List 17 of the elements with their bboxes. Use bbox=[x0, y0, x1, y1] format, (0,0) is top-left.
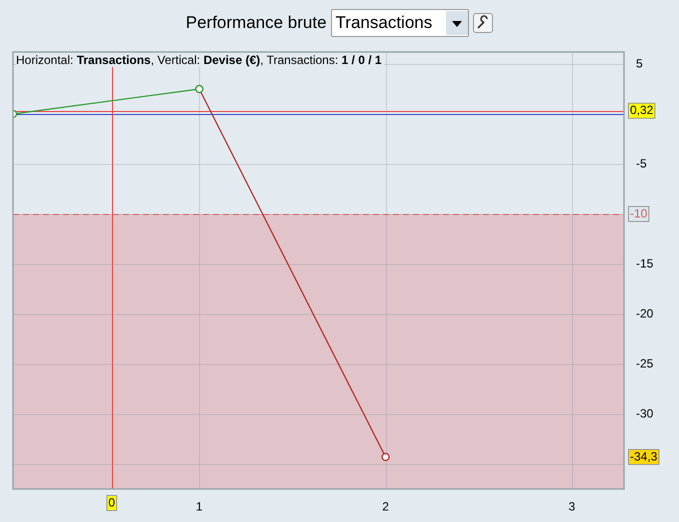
y-tick-label: -20 bbox=[636, 306, 654, 320]
y-tick-label: -5 bbox=[636, 156, 647, 170]
text: Transactions bbox=[336, 13, 432, 33]
y-tick-label: -30 bbox=[636, 406, 654, 420]
chart-subtitle: Horizontal: Transactions, Vertical: Devise (€), Transactions: 1 / 0 / 1 bbox=[16, 53, 384, 67]
chart-title: Performance brute bbox=[186, 13, 327, 33]
point bbox=[381, 452, 390, 462]
y-tick-label: -15 bbox=[636, 256, 654, 270]
x-tick-label: 3 bbox=[568, 500, 576, 514]
ref-line-label: 0,32 bbox=[630, 103, 654, 118]
y-tick-label: -25 bbox=[636, 356, 654, 370]
y-tick-label: 5 bbox=[636, 56, 643, 70]
text: -34,3 bbox=[630, 449, 658, 464]
text: 0 bbox=[108, 495, 116, 510]
ref-line-label: -10 bbox=[630, 206, 648, 220]
x-tick-label: 1 bbox=[196, 500, 203, 514]
x-tick-label: 2 bbox=[382, 500, 390, 514]
